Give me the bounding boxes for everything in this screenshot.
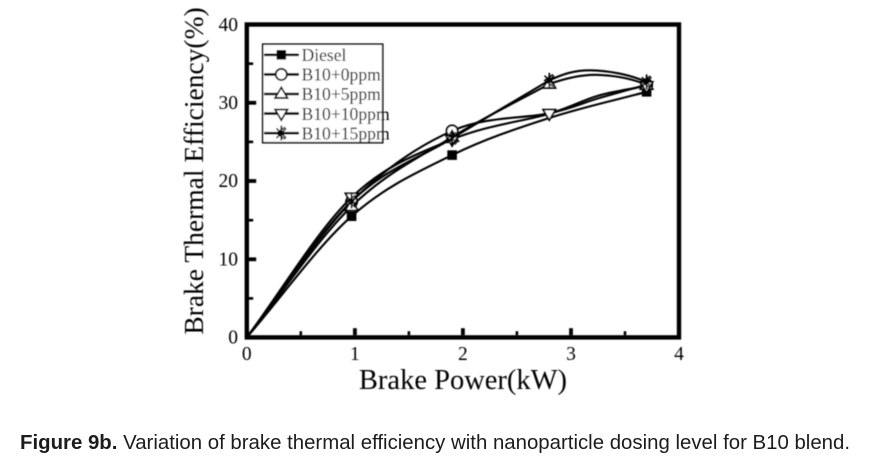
svg-text:30: 30 [219,93,239,114]
svg-text:40: 40 [219,15,239,36]
svg-text:20: 20 [219,171,239,192]
svg-text:B10+10ppm: B10+10ppm [302,104,390,124]
svg-text:4: 4 [674,344,684,365]
svg-text:Brake Power(kW): Brake Power(kW) [359,365,567,396]
svg-text:Diesel: Diesel [302,45,347,65]
svg-text:2: 2 [458,344,468,365]
svg-text:0: 0 [228,328,238,349]
svg-text:B10+15ppm: B10+15ppm [302,123,390,143]
svg-text:3: 3 [566,344,576,365]
svg-text:B10+0ppm: B10+0ppm [302,65,382,85]
svg-text:1: 1 [350,344,360,365]
svg-text:B10+5ppm: B10+5ppm [302,84,382,104]
svg-text:Figure 9b. Variation of brake: Figure 9b. Variation of brake thermal ef… [20,432,850,454]
svg-text:0: 0 [242,344,252,365]
svg-text:10: 10 [219,250,239,271]
svg-text:Brake Thermal Efficiency(%): Brake Thermal Efficiency(%) [178,7,209,334]
